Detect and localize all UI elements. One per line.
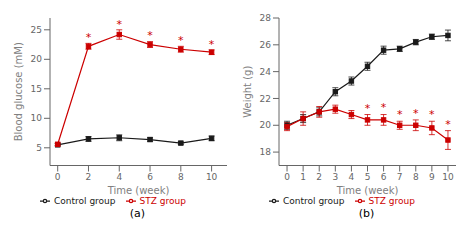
svg-text:6: 6 [381,172,387,182]
svg-text:*: * [381,101,387,114]
svg-text:Blood glucose (mM): Blood glucose (mM) [13,42,24,141]
html-text:(b): (b) [358,207,375,220]
html-text:STZ group: STZ group [139,195,186,206]
svg-text:2: 2 [86,172,92,182]
svg-text:18: 18 [260,147,272,157]
html-text:STZ group: STZ group [368,195,415,206]
svg-text:26: 26 [260,40,272,50]
svg-text:*: * [147,29,153,42]
svg-text:9: 9 [429,172,435,182]
svg-text:*: * [445,118,451,131]
svg-text:24: 24 [260,67,272,77]
html-text:Control group: Control group [54,195,116,206]
html-text:Control group: Control group [283,195,345,206]
svg-text:10: 10 [31,113,43,123]
svg-text:0: 0 [55,172,61,182]
svg-text:28: 28 [260,13,272,23]
svg-text:0: 0 [284,172,290,182]
svg-text:15: 15 [31,84,42,94]
svg-text:1: 1 [300,172,306,182]
svg-text:20: 20 [31,54,43,64]
svg-text:8: 8 [413,172,419,182]
svg-text:*: * [117,18,123,31]
svg-text:3: 3 [332,172,338,182]
svg-text:Weight (g): Weight (g) [242,66,253,118]
svg-text:7: 7 [397,172,403,182]
svg-text:*: * [397,108,403,121]
svg-text:Time (week): Time (week) [336,185,399,196]
svg-text:2: 2 [316,172,322,182]
svg-text:*: * [429,108,435,121]
svg-text:*: * [209,38,215,51]
svg-text:*: * [413,107,419,120]
svg-text:4: 4 [116,172,122,182]
svg-text:Time (week): Time (week) [107,185,170,196]
svg-text:22: 22 [260,94,271,104]
svg-text:*: * [178,34,184,47]
svg-text:4: 4 [349,172,355,182]
svg-text:*: * [365,102,371,115]
svg-text:20: 20 [260,120,272,130]
svg-text:*: * [86,31,92,44]
svg-text:10: 10 [442,172,454,182]
html-text:(a): (a) [129,207,146,220]
svg-text:8: 8 [178,172,184,182]
svg-text:5: 5 [36,143,42,153]
svg-text:5: 5 [365,172,371,182]
svg-text:25: 25 [31,25,42,35]
svg-text:10: 10 [206,172,218,182]
svg-text:6: 6 [147,172,153,182]
